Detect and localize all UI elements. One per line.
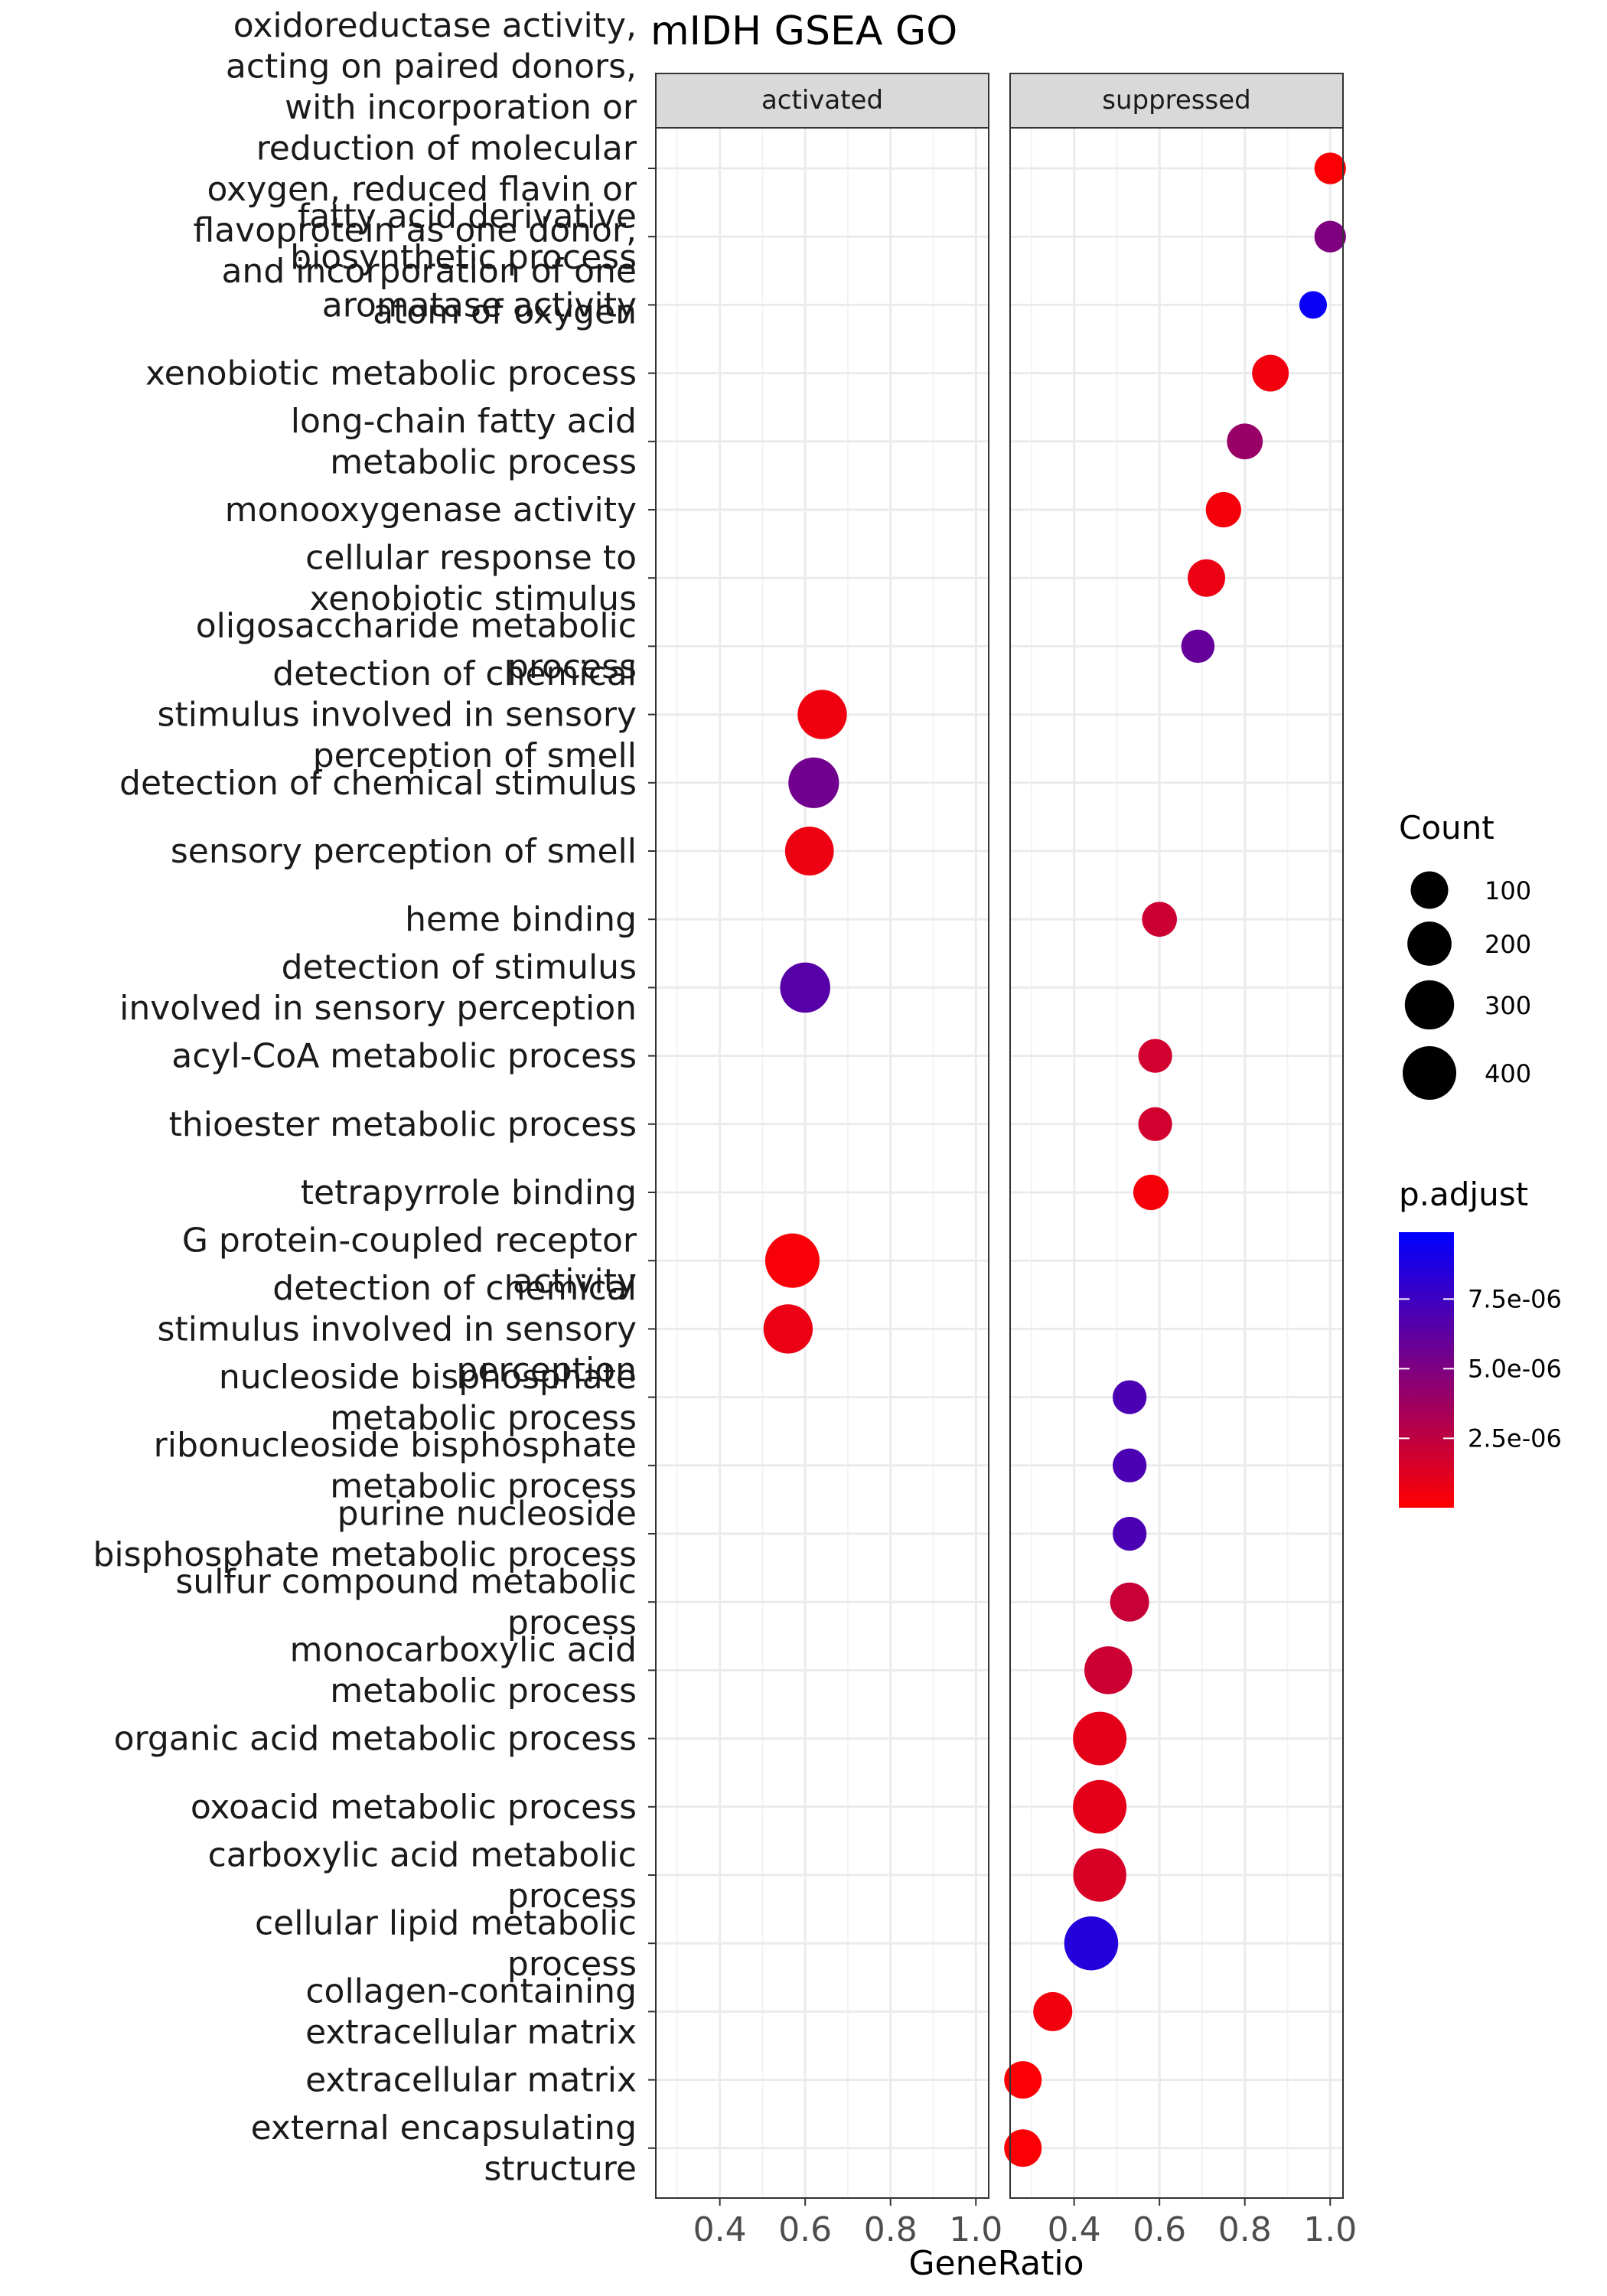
data-point xyxy=(763,1304,813,1354)
data-point xyxy=(1142,902,1177,937)
y-tick-label: acyl-CoA metabolic process xyxy=(171,1037,637,1076)
count-legend-label: 100 xyxy=(1485,876,1531,905)
y-tick-label: detection of chemical stimulus xyxy=(119,764,637,803)
x-tick-label: 0.6 xyxy=(1133,2210,1186,2249)
facet-label-activated: activated xyxy=(761,85,883,116)
y-tick-label: oligosaccharide metabolic process xyxy=(196,607,637,687)
y-tick-label: thioester metabolic process xyxy=(169,1105,637,1144)
data-point xyxy=(1138,1039,1172,1073)
chart-title: mIDH GSEA GO xyxy=(650,8,957,54)
count-legend-label: 200 xyxy=(1485,930,1531,959)
data-point xyxy=(1133,1174,1169,1211)
y-tick-label: G protein-coupled receptor activity xyxy=(182,1221,637,1301)
count-legend-key xyxy=(1404,980,1455,1030)
data-point xyxy=(1252,354,1289,392)
x-tick-label: 0.8 xyxy=(864,2210,918,2249)
p-adjust-legend: p.adjust 7.5e-06 5.0e-06 2.5e-06 xyxy=(1399,1176,1562,1508)
x-tick-label: 0.6 xyxy=(778,2210,832,2249)
y-tick-label: sulfur compound metabolic process xyxy=(175,1562,637,1642)
y-tick-label: monocarboxylic acid metabolic process xyxy=(290,1631,637,1711)
data-point xyxy=(1314,220,1346,253)
p-adjust-legend-label: 5.0e-06 xyxy=(1468,1354,1562,1383)
y-tick-label: tetrapyrrole binding xyxy=(301,1173,637,1212)
y-tick-label: fatty acid derivative biosynthetic proces… xyxy=(290,197,637,277)
data-point xyxy=(1138,1107,1172,1141)
data-point xyxy=(1004,2129,1042,2167)
panel-background xyxy=(1010,128,1343,2198)
y-tick-label: sensory perception of smell xyxy=(171,832,637,871)
data-point xyxy=(784,827,834,876)
data-point xyxy=(764,1233,820,1288)
count-legend-label: 400 xyxy=(1485,1059,1531,1088)
data-point xyxy=(1004,2061,1042,2099)
panel-activated: activated 0.4 0.6 0.8 1.0 xyxy=(655,73,1002,2249)
y-tick-label: cellular response to xenobiotic stimulus xyxy=(305,538,637,618)
data-point xyxy=(1188,559,1226,597)
data-point xyxy=(780,962,830,1013)
count-legend-key xyxy=(1410,871,1449,909)
data-point xyxy=(797,690,847,739)
y-tick-label: organic acid metabolic process xyxy=(114,1720,637,1759)
x-tick-label: 0.4 xyxy=(1048,2210,1101,2249)
p-adjust-legend-label: 2.5e-06 xyxy=(1468,1424,1562,1453)
x-axis-title: GeneRatio xyxy=(908,2244,1084,2283)
y-tick-label: aromatase activity xyxy=(322,285,637,325)
y-tick-label: purine nucleoside bisphosphate metabolic … xyxy=(93,1494,637,1574)
data-point xyxy=(1110,1582,1149,1622)
x-tick-label: 1.0 xyxy=(949,2210,1002,2249)
y-tick-label: external encapsulating structure xyxy=(251,2108,637,2189)
y-axis-labels: oxidoreductase activity, acting on paired… xyxy=(93,6,656,2189)
panel-border xyxy=(655,127,989,2199)
data-point xyxy=(1299,291,1328,319)
data-point xyxy=(1064,1916,1119,1971)
facet-strip-activated xyxy=(655,73,989,129)
facet-strip-suppressed xyxy=(1009,73,1344,129)
y-tick-label: detection of chemical stimulus involved i… xyxy=(158,1269,637,1390)
facet-panels: activated 0.4 0.6 0.8 1.0 suppressed 0.4 0.6 0.8… xyxy=(655,73,1357,2249)
count-legend-key xyxy=(1403,1046,1456,1100)
data-point xyxy=(1113,1380,1147,1414)
data-point xyxy=(1314,152,1346,184)
x-tick-label: 1.0 xyxy=(1303,2210,1357,2249)
data-point xyxy=(1113,1516,1147,1551)
y-tick-label: detection of chemical stimulus involved i… xyxy=(158,654,637,775)
p-adjust-legend-label: 7.5e-06 xyxy=(1468,1284,1562,1313)
data-point xyxy=(1073,1711,1127,1766)
data-point xyxy=(1181,629,1215,664)
count-legend: Count 100 200 300 400 xyxy=(1399,809,1531,1100)
count-legend-title: Count xyxy=(1399,809,1495,846)
y-tick-label: monooxygenase activity xyxy=(225,491,637,530)
y-tick-label: collagen-containing extracellular matrix xyxy=(305,1972,637,2053)
p-adjust-legend-title: p.adjust xyxy=(1399,1176,1528,1213)
data-point xyxy=(1073,1848,1126,1902)
y-tick-label: carboxylic acid metabolic process xyxy=(208,1835,637,1916)
facet-label-suppressed: suppressed xyxy=(1102,85,1251,116)
x-tick-label: 0.8 xyxy=(1218,2210,1272,2249)
p-adjust-colorbar xyxy=(1399,1232,1454,1508)
count-legend-label: 300 xyxy=(1485,991,1531,1020)
y-tick-label: oxoacid metabolic process xyxy=(191,1788,637,1827)
panel-suppressed: suppressed 0.4 0.6 0.8 1.0 xyxy=(1004,73,1357,2249)
panel-background xyxy=(656,128,989,2198)
y-tick-label: ribonucleoside bisphosphate metabolic pro… xyxy=(154,1426,637,1506)
data-point xyxy=(1227,423,1263,460)
data-point xyxy=(1073,1779,1127,1834)
data-point xyxy=(1205,491,1241,528)
y-tick-label: xenobiotic metabolic process xyxy=(145,354,637,393)
x-tick-label: 0.4 xyxy=(693,2210,747,2249)
y-tick-label: cellular lipid metabolic process xyxy=(255,1903,637,1984)
y-tick-label: nucleoside bisphosphate metabolic process xyxy=(219,1358,637,1438)
data-point xyxy=(1084,1646,1133,1694)
y-tick-label: long-chain fatty acid metabolic process xyxy=(291,402,637,482)
y-tick-label: heme binding xyxy=(405,900,637,939)
y-tick-label: detection of stimulus involved in sensory… xyxy=(119,948,637,1029)
data-point xyxy=(1033,1991,1073,2031)
y-tick-label: extracellular matrix xyxy=(305,2061,637,2100)
panel-border xyxy=(1009,127,1344,2199)
data-point xyxy=(1113,1448,1147,1482)
count-legend-key xyxy=(1407,921,1452,966)
data-point xyxy=(788,757,839,808)
y-tick-label: oxidoreductase activity, acting on paired… xyxy=(194,6,637,332)
